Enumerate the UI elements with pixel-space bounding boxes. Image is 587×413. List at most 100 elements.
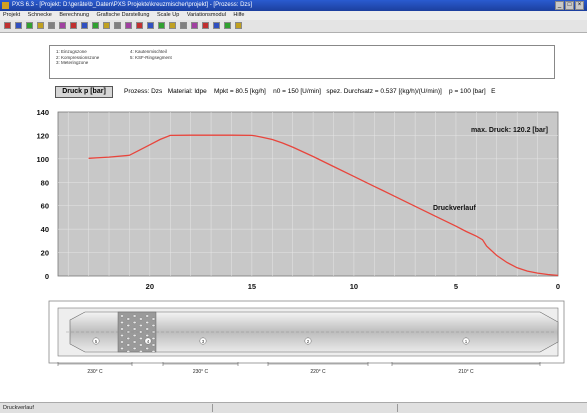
zone-marker-circle [144,337,152,345]
mixing-hole [132,334,137,337]
speed-label: n0 = 150 [U/min] [273,88,321,95]
chart-series [88,134,559,277]
process-parameters: Prozess: Dzs Material: ldpe Mpkt = 80.5 … [124,88,495,95]
toolbar-button[interactable] [70,22,77,29]
chart-plot-area [57,111,559,277]
toolbar-button[interactable] [224,22,231,29]
mixing-hole [132,347,137,350]
zone-legend-item: 1: Einzugszone [56,49,87,54]
zone-marker-label: 2 [307,339,310,344]
mixing-hole [151,337,156,340]
toolbar-button[interactable] [191,22,198,29]
toolbar-button[interactable] [147,22,154,29]
max-pressure-annotation: max. Druck: 120.2 [bar] [471,127,548,134]
minimize-button[interactable]: _ [555,1,564,10]
toolbar-button[interactable] [180,22,187,29]
maximize-button[interactable]: □ [565,1,574,10]
mixing-hole [132,314,137,318]
zone-temperature-label: 220° C [310,369,326,375]
toolbar-button[interactable] [4,22,11,29]
close-button[interactable]: × [575,1,584,10]
menu-variationsmodul[interactable]: Variationsmodul [186,12,226,18]
mixing-hole [132,321,137,324]
toolbar-button[interactable] [169,22,176,29]
toolbar-button[interactable] [136,22,143,29]
zone-marker-label: 1 [465,339,468,344]
menu-schnecke[interactable]: Schnecke [27,12,52,18]
toolbar-button[interactable] [158,22,165,29]
zone-temperature-label: 230° C [87,369,103,375]
menu-berechnung[interactable]: Berechnung [59,12,90,18]
y-tick-label: 40 [41,225,49,234]
throughput-label: spez. Durchsatz = 0.537 [(kg/h)/(U/min)] [326,88,442,95]
toolbar-button[interactable] [48,22,55,29]
mixing-hole [132,327,137,331]
zone-markers: 5 4 3 2 1 [92,337,470,345]
window-controls: _ □ × [555,1,584,10]
pressure-curve-label: Druckverlauf [433,205,476,212]
toolbar-button[interactable] [213,22,220,29]
toolbar-button[interactable] [202,22,209,29]
y-tick-label: 80 [41,178,49,187]
y-tick-label: 100 [36,155,49,164]
toolbar-button[interactable] [59,22,66,29]
mixing-hole [151,317,156,321]
toolbar-button[interactable] [103,22,110,29]
pressure-label: p = 100 [bar] [449,88,486,95]
menu-grafische-darstellung[interactable]: Grafische Darstellung [96,12,150,18]
x-tick-label: 0 [556,282,560,291]
mixing-hole [126,324,131,327]
toolbar-button[interactable] [37,22,44,29]
toolbar-button[interactable] [125,22,132,29]
mixing-hole [120,334,124,337]
zone-temperature-label: 210° C [458,369,474,375]
menu-scale-up[interactable]: Scale Up [156,12,180,18]
window-title: PXS 6.3 - [Projekt: D:\geräte\b_Daten\PX… [12,2,253,8]
mixing-hole [145,327,149,331]
status-bar: Druckverlauf [0,402,587,413]
zone-legend-item: 2: Kompressionszone [56,54,100,60]
y-tick-label: 140 [36,108,49,117]
menu-projekt[interactable]: Projekt [3,12,21,18]
mixing-hole [120,321,124,324]
app-icon [2,2,9,9]
y-axis-ticks: 0 20 40 60 80 100 120 140 [36,108,49,281]
mixing-hole [145,334,149,337]
menu-bar: Projekt Schnecke Berechnung Grafische Da… [0,11,587,20]
toolbar [0,20,587,33]
x-tick-label: 20 [146,282,154,291]
mixing-hole [126,343,131,347]
x-tick-label: 5 [454,282,458,291]
toolbar-button[interactable] [15,22,22,29]
mixing-hole [139,343,143,347]
toolbar-button[interactable] [81,22,88,29]
parameter-row: Druck p [bar] Prozess: Dzs Material: ldp… [49,86,587,100]
zone-legend-item: 4: Kautenmischteil [130,49,167,54]
mixing-hole [126,350,131,353]
truncated-label: E [491,88,496,95]
toolbar-button[interactable] [92,22,99,29]
zone-temperatures: 230° C 230° C 220° C 210° C [57,362,541,375]
toolbar-button[interactable] [114,22,121,29]
mixing-hole [120,347,124,350]
mixing-hole [120,340,124,344]
toolbar-button[interactable] [26,22,33,29]
zone-marker-circle [92,337,100,345]
status-separator [397,404,398,412]
zone-marker-circle [462,337,470,345]
zone-marker-label: 3 [202,339,205,344]
menu-hilfe[interactable]: Hilfe [233,12,245,18]
series-line-druckverlauf [88,134,559,277]
mixing-hole [120,314,124,318]
y-tick-label: 20 [41,249,49,258]
mixing-hole [151,343,156,347]
mixing-hole [139,317,143,321]
zone-legend-item: 3: Meteringzone [56,60,89,65]
toolbar-button[interactable] [235,22,242,29]
druck-button[interactable]: Druck p [bar] [55,86,113,98]
screw-barrel-diagram: 5 4 3 2 1 230° C 230° C 220° C 210° C [48,300,565,375]
zone-legend-box: 1: Einzugszone 2: Kompressionszone 3: Me… [49,45,555,79]
mixing-hole [126,337,131,340]
mixing-hole [145,347,149,350]
pressure-chart: 0 20 40 60 80 100 120 140 20 15 10 5 0 max. Druck: … [36,108,560,291]
